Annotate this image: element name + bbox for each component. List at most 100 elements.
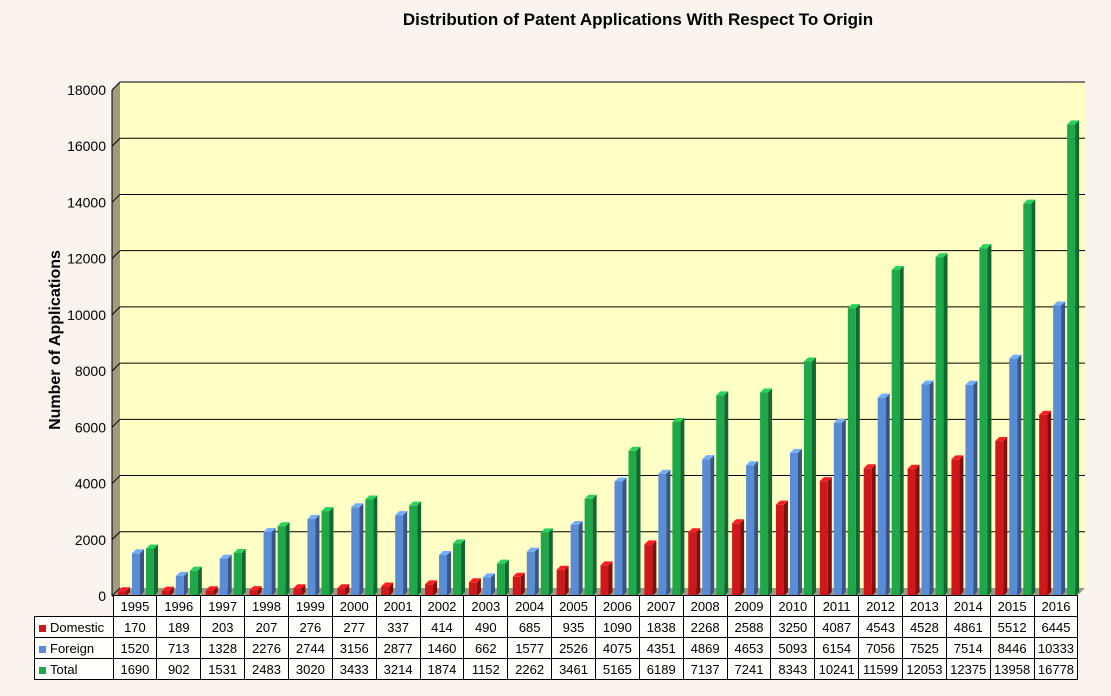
bar-side-total-2010 [811, 357, 816, 596]
table-row: Total 1690 902 1531 2483 3020 3433 3214 1874 1152… [34, 658, 1079, 680]
bar-top-total-1997 [233, 548, 246, 553]
bar-top-total-2006 [628, 446, 641, 451]
bar-top-domestic-1996 [161, 586, 174, 591]
bar-top-total-2013 [935, 253, 948, 258]
bar-domestic-2016 [1039, 414, 1048, 596]
x-tick-label: 1998 [244, 595, 289, 617]
data-label: 5093 [770, 637, 816, 659]
bar-top-domestic-2000 [337, 584, 350, 589]
bar-total-1996 [189, 570, 198, 596]
bar-side-foreign-1997 [227, 554, 232, 596]
bar-foreign-2016 [1053, 305, 1062, 596]
bar-foreign-1999 [307, 518, 316, 596]
bar-top-foreign-2004 [526, 547, 539, 552]
y-tick-label: 6000 [75, 419, 106, 435]
bar-top-foreign-1999 [307, 514, 320, 519]
data-label: 7056 [858, 637, 903, 659]
bar-top-domestic-2002 [425, 580, 438, 585]
data-label: 2744 [287, 637, 333, 659]
legend-label: Foreign [50, 640, 95, 656]
bar-top-domestic-2003 [468, 578, 481, 583]
y-axis-label: Number of Applications [47, 250, 64, 430]
data-label: 2268 [682, 616, 728, 638]
bar-top-foreign-2011 [833, 419, 846, 424]
x-tick-label: 2011 [814, 595, 860, 617]
x-tick-label: 2005 [551, 595, 596, 617]
data-label: 1090 [594, 616, 640, 638]
data-label: 1838 [638, 616, 684, 638]
bar-top-foreign-2016 [1053, 301, 1066, 306]
bar-total-2002 [453, 543, 462, 596]
bar-domestic-2009 [732, 523, 741, 596]
bar-top-foreign-2002 [439, 550, 452, 555]
bar-top-domestic-2004 [512, 572, 525, 577]
bar-side-foreign-2002 [447, 550, 452, 596]
bar-side-total-2005 [592, 494, 597, 596]
legend-label: Domestic [50, 619, 105, 635]
bar-top-total-2015 [1023, 199, 1036, 204]
x-tick-label: 2012 [858, 595, 903, 617]
data-label: 3461 [551, 658, 596, 680]
bar-side-total-1998 [285, 522, 290, 596]
bar-top-foreign-1997 [219, 554, 232, 559]
bar-side-foreign-2000 [359, 503, 364, 596]
bar-top-domestic-1997 [205, 586, 218, 591]
bar-side-total-2003 [504, 559, 509, 596]
bar-side-domestic-2007 [652, 540, 657, 596]
bar-side-total-2011 [855, 304, 860, 596]
bar-side-foreign-2008 [710, 455, 715, 596]
bar-side-foreign-1996 [183, 571, 188, 596]
bar-side-foreign-2005 [578, 520, 583, 596]
gridline-side [111, 81, 121, 91]
data-label: 13958 [989, 658, 1035, 680]
x-tick-label: 2001 [375, 595, 421, 617]
bar-foreign-2006 [614, 481, 623, 596]
bar-side-domestic-2011 [827, 477, 832, 596]
bar-total-2012 [891, 269, 900, 596]
bar-domestic-2008 [688, 532, 697, 596]
bar-foreign-1997 [219, 558, 228, 596]
data-label: 8446 [989, 637, 1035, 659]
bar-top-domestic-2008 [688, 528, 701, 533]
bar-side-total-2013 [943, 253, 948, 597]
data-label: 1531 [200, 658, 246, 680]
bar-foreign-1996 [175, 575, 184, 596]
bar-domestic-2006 [600, 565, 609, 596]
data-label: 4861 [945, 616, 991, 638]
y-tick-label: 12000 [67, 251, 106, 267]
data-label: 10333 [1033, 637, 1079, 659]
data-label: 713 [156, 637, 202, 659]
bar-top-foreign-1996 [175, 571, 188, 576]
x-tick-label: 2008 [682, 595, 728, 617]
x-tick-label: 2013 [901, 595, 947, 617]
bar-domestic-1996 [161, 590, 170, 596]
bar-domestic-2004 [512, 576, 521, 596]
bar-side-domestic-2004 [520, 572, 525, 596]
bar-side-total-2008 [724, 391, 729, 596]
bar-side-total-2006 [636, 446, 641, 596]
bar-side-foreign-2010 [797, 448, 802, 596]
data-label: 685 [507, 616, 553, 638]
data-label: 4528 [901, 616, 947, 638]
bar-domestic-2012 [863, 468, 872, 596]
y-tick-label: 10000 [67, 307, 106, 323]
bar-total-2015 [1023, 203, 1032, 596]
data-label: 3020 [287, 658, 333, 680]
bar-total-2001 [409, 505, 418, 596]
x-tick-label: 1997 [200, 595, 246, 617]
data-label: 4351 [638, 637, 684, 659]
bar-top-total-2010 [803, 357, 816, 362]
y-tick-label: 4000 [75, 476, 106, 492]
bar-foreign-2010 [789, 452, 798, 596]
bar-side-total-1999 [329, 507, 334, 596]
bar-top-total-1999 [321, 507, 334, 512]
x-tick-label: 2015 [989, 595, 1035, 617]
bar-domestic-2014 [951, 459, 960, 596]
bar-total-2010 [803, 361, 812, 596]
bar-side-domestic-1996 [169, 586, 174, 596]
bar-total-2000 [365, 499, 374, 596]
data-label: 4075 [594, 637, 640, 659]
bar-top-total-2007 [672, 418, 685, 423]
bar-foreign-2009 [746, 465, 755, 596]
